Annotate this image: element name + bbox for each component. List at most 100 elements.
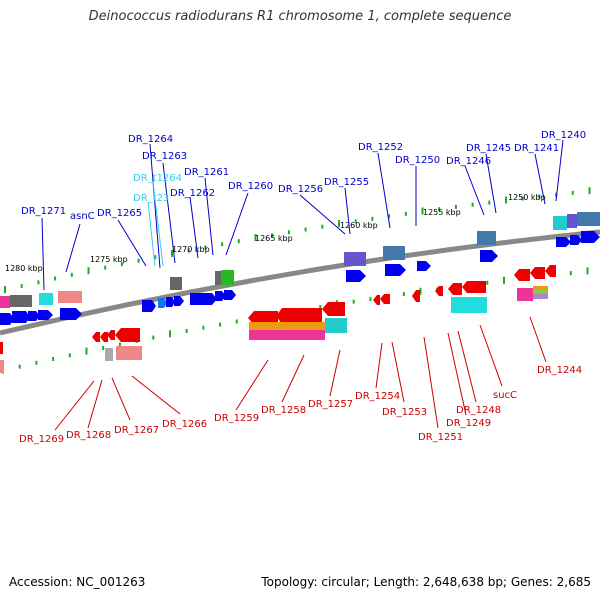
gene-arrow-reverse[interactable] [514,269,530,281]
gene-label-dr1271[interactable]: DR_1271 [21,206,66,217]
gene-arrow-reverse[interactable] [115,328,140,342]
gene-arrow-forward[interactable] [556,237,571,247]
annotation-box[interactable] [577,212,600,226]
annotation-box[interactable] [105,348,113,361]
gene-arrow-forward[interactable] [12,311,30,323]
gene-arrow-forward[interactable] [158,298,167,308]
gene-arrow-forward[interactable] [215,291,226,301]
annotation-box[interactable] [451,297,487,313]
gene-arrow-forward[interactable] [346,270,366,282]
gene-arrow-reverse[interactable] [545,265,556,277]
annotation-box[interactable] [10,295,32,307]
gene-label-dr1251[interactable]: DR_1251 [418,432,463,443]
gene-arrow-forward[interactable] [28,311,40,321]
gene-label-dr1249[interactable]: DR_1249 [446,418,491,429]
gene-label-dr1262[interactable]: DR_1262 [170,188,215,199]
gene-arrow-reverse[interactable] [462,281,486,293]
gene-label-dr1255[interactable]: DR_1255 [324,177,369,188]
gene-label-drt23[interactable]: DR_t23 [133,193,169,204]
gene-arrow-reverse[interactable] [100,332,108,342]
gene-label-dr1261[interactable]: DR_1261 [184,167,229,178]
gene-arrow-forward[interactable] [0,313,14,325]
gene-label-dr1253[interactable]: DR_1253 [382,407,427,418]
gene-label-dr1252[interactable]: DR_1252 [358,142,403,153]
gene-label-dr1240[interactable]: DR_1240 [541,130,586,141]
gene-label-dr1268[interactable]: DR_1268 [66,430,111,441]
gene-label-asnc[interactable]: asnC [70,211,95,222]
annotation-box[interactable] [477,231,496,245]
major-tick [505,196,507,204]
gene-arrow-reverse[interactable] [530,267,545,279]
gene-arrow-forward[interactable] [480,250,498,262]
gene-arrow-reverse[interactable] [373,295,380,305]
leader-line [65,223,81,273]
annotation-box[interactable] [533,286,548,290]
annotation-box[interactable] [116,346,142,360]
gene-label-dr1259[interactable]: DR_1259 [214,413,259,424]
annotation-box[interactable] [344,252,366,266]
gene-arrow-forward[interactable] [166,297,175,307]
gene-arrow-reverse[interactable] [322,302,345,316]
annotation-box[interactable] [567,214,577,228]
annotation-box[interactable] [517,288,533,301]
gene-arrow-reverse[interactable] [448,283,462,295]
annotation-box[interactable] [383,246,405,260]
annotation-box[interactable] [221,270,234,285]
gene-arrow-forward[interactable] [60,308,82,320]
annotation-box[interactable] [170,277,182,290]
gene-arrow-reverse[interactable] [248,311,278,325]
gene-label-dr1267[interactable]: DR_1267 [114,425,159,436]
gene-arrow-reverse[interactable] [107,330,115,340]
gene-arrow-reverse[interactable] [0,342,3,354]
gene-label-dr1266[interactable]: DR_1266 [162,419,207,430]
gene-arrow-forward[interactable] [38,310,53,320]
gene-label-dr1246[interactable]: DR_1246 [446,156,491,167]
topology-summary: Topology: circular; Length: 2,648,638 bp… [261,575,591,589]
gene-arrow-forward[interactable] [142,300,156,312]
leader-line [447,332,467,416]
gene-label-succ[interactable]: sucC [493,390,517,401]
gene-label-dr1258[interactable]: DR_1258 [261,405,306,416]
annotation-box[interactable] [0,296,10,308]
annotation-box[interactable] [249,322,325,330]
annotation-box[interactable] [0,360,4,373]
minor-tick [52,357,55,361]
gene-label-dr1269[interactable]: DR_1269 [19,434,64,445]
gene-label-dr1245[interactable]: DR_1245 [466,143,511,154]
major-tick [421,207,424,215]
gene-arrow-reverse[interactable] [92,332,100,342]
gene-arrow-forward[interactable] [417,261,431,271]
gene-arrow-forward[interactable] [581,231,600,243]
gene-arrow-forward[interactable] [385,264,406,276]
annotation-box[interactable] [58,291,82,303]
annotation-box[interactable] [39,293,53,305]
gene-label-drt1264[interactable]: DR_t1264 [133,173,182,184]
gene-arrow-forward[interactable] [224,290,236,300]
gene-label-dr1257[interactable]: DR_1257 [308,399,353,410]
gene-label-dr1241[interactable]: DR_1241 [514,143,559,154]
gene-label-dr1256[interactable]: DR_1256 [278,184,323,195]
annotation-box[interactable] [553,216,567,230]
gene-label-dr1265[interactable]: DR_1265 [97,208,142,219]
gene-arrow-reverse[interactable] [435,286,443,296]
gene-arrow-forward[interactable] [190,293,217,305]
annotation-box[interactable] [533,294,548,299]
gene-label-dr1244[interactable]: DR_1244 [537,365,582,376]
forward-strand [0,212,600,325]
gene-label-dr1250[interactable]: DR_1250 [395,155,440,166]
gene-arrow-forward[interactable] [570,235,582,245]
gene-arrow-forward[interactable] [174,296,184,306]
annotation-box[interactable] [325,318,347,333]
gene-arrow-reverse[interactable] [412,290,420,302]
gene-label-dr1248[interactable]: DR_1248 [456,405,501,416]
annotation-box[interactable] [533,290,548,294]
annotation-box[interactable] [215,271,221,285]
gene-label-dr1263[interactable]: DR_1263 [142,151,187,162]
gene-label-dr1264[interactable]: DR_1264 [128,134,173,145]
gene-arrow-reverse[interactable] [380,294,390,304]
gene-label-dr1260[interactable]: DR_1260 [228,181,273,192]
gene-arrow-reverse[interactable] [276,308,322,324]
minor-tick [555,192,558,197]
annotation-box[interactable] [249,330,325,340]
gene-label-dr1254[interactable]: DR_1254 [355,391,400,402]
